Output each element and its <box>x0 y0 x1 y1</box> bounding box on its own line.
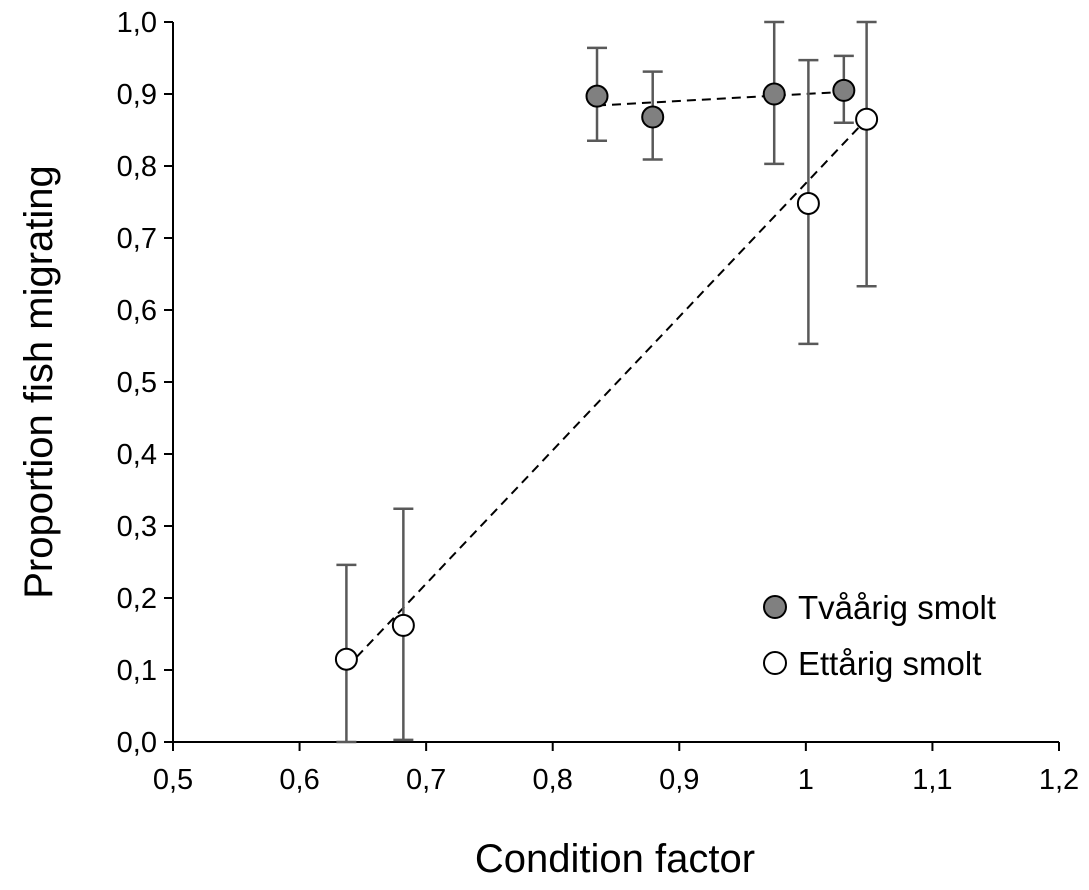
legend-marker-ettarig <box>763 651 787 675</box>
legend-marker-tvaarig <box>763 595 787 619</box>
y-tick-label: 0,4 <box>117 439 157 471</box>
data-point <box>796 191 820 215</box>
y-tick-label: 0,9 <box>117 79 157 111</box>
legend-label-tvaarig: Tvåårig smolt <box>798 589 996 626</box>
y-tick-label: 1,0 <box>117 7 157 39</box>
x-tick-label: 0,6 <box>279 764 319 796</box>
trendline-series-1 <box>345 118 868 669</box>
trendline-series-0 <box>596 90 844 107</box>
x-tick-label: 1 <box>798 764 814 796</box>
y-tick-label: 0,0 <box>117 727 157 759</box>
y-tick-label: 0,6 <box>117 295 157 327</box>
data-point <box>334 647 358 671</box>
x-tick-label: 0,5 <box>153 764 193 796</box>
y-tick-label: 0,3 <box>117 511 157 543</box>
legend-label-ettarig: Ettårig smolt <box>798 645 981 682</box>
y-tick-label: 0,2 <box>117 583 157 615</box>
x-tick-label: 0,8 <box>533 764 573 796</box>
x-axis-title: Condition factor <box>475 837 755 881</box>
axes: 0,5 0,6 0,7 0,8 0,9 1 1,1 1,2 0,0 0,1 0,2 0,3 0,4 0,5… <box>117 7 1079 796</box>
x-tick-label: 0,7 <box>406 764 446 796</box>
y-tick-label: 0,5 <box>117 367 157 399</box>
error-bars <box>336 20 877 744</box>
y-axis-title: Proportion fish migrating <box>17 165 61 599</box>
data-point <box>391 613 415 637</box>
data-point <box>762 82 786 106</box>
y-tick-label: 0,7 <box>117 223 157 255</box>
data-point <box>641 105 665 129</box>
trendlines <box>345 90 868 669</box>
y-tick-label: 0,1 <box>117 655 157 687</box>
data-point <box>832 78 856 102</box>
data-point <box>855 107 879 131</box>
y-tick-label: 0,8 <box>117 151 157 183</box>
x-tick-label: 1,1 <box>912 764 952 796</box>
data-points <box>334 78 879 671</box>
data-point <box>585 84 609 108</box>
legend: Tvåårig smolt Ettårig smolt <box>763 589 996 682</box>
x-tick-label: 0,9 <box>659 764 699 796</box>
x-tick-label: 1,2 <box>1039 764 1079 796</box>
